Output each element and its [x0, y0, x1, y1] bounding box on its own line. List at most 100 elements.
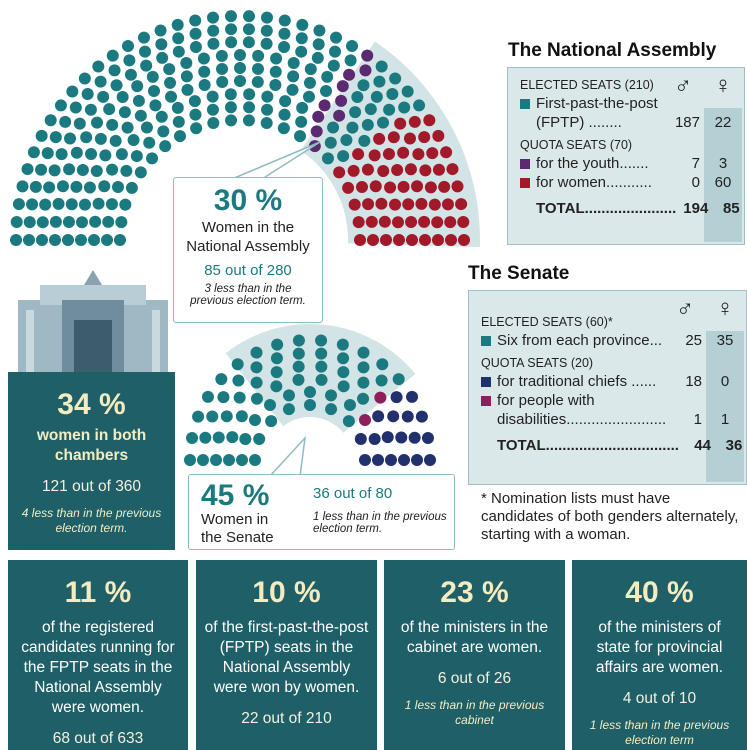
female-count: 22 [704, 113, 742, 132]
seat-dot [346, 122, 358, 134]
section-heading: ELECTED SEATS (210) [520, 78, 742, 92]
female-count: 60 [704, 173, 742, 192]
seat-dot [181, 70, 193, 82]
seat-dot [199, 79, 211, 91]
seat-dot [42, 147, 54, 159]
seat-dot [56, 148, 68, 160]
seat-dot [173, 116, 185, 128]
seat-dot [131, 150, 143, 162]
seat-dot [172, 19, 184, 31]
seat-dot [39, 199, 51, 211]
seat-dot [418, 216, 430, 228]
count: 121 out of 360 [42, 478, 141, 496]
seat-dot [236, 454, 248, 466]
seat-dot [293, 348, 305, 360]
seat-dot [234, 62, 246, 74]
seat-dot [265, 415, 277, 427]
seat-dot [354, 234, 366, 246]
seat-dot [85, 104, 97, 116]
seat-dot [164, 77, 176, 89]
seat-dot [252, 50, 264, 62]
seat-dot [109, 64, 121, 76]
female-count: 1 [706, 410, 744, 429]
assembly-title: The National Assembly [508, 40, 716, 62]
legend-swatch [520, 178, 530, 188]
stat-text: of the registered candidates running for… [16, 618, 180, 718]
seat-table: ♂ ♀ ELECTED SEATS (60)*Six from each pro… [468, 290, 747, 485]
seat-dot [79, 199, 91, 211]
seat-dot [97, 91, 109, 103]
legend-swatch [481, 377, 491, 387]
seat-dot [77, 164, 89, 176]
building-crest [84, 270, 102, 285]
seat-dot [295, 116, 307, 128]
seat-dot [189, 15, 201, 27]
seat-dot [343, 415, 355, 427]
seat-dot [62, 234, 74, 246]
total-label: TOTAL................................ [497, 436, 679, 455]
summary-text: women in both chambers [16, 426, 167, 466]
seat-dot [95, 76, 107, 88]
seat-dot [63, 216, 75, 228]
seat-dot [352, 148, 364, 160]
seat-dot [202, 391, 214, 403]
seat-dot [251, 361, 263, 373]
footnote: * Nomination lists must have candidates … [481, 490, 743, 544]
seat-dot [225, 36, 237, 48]
seat-dot [143, 137, 155, 149]
seat-dot [379, 216, 391, 228]
stat-count: 4 out of 10 [623, 690, 696, 708]
seat-dot [173, 46, 185, 58]
seat-dot [22, 163, 34, 175]
seat-dot [155, 38, 167, 50]
seat-dot [174, 130, 186, 142]
seat-dot [192, 411, 204, 423]
seat-dot [146, 152, 158, 164]
seat-dot [335, 95, 347, 107]
seat-dot [110, 135, 122, 147]
seat-dot [422, 432, 434, 444]
seat-dot [117, 91, 129, 103]
seat-dot [319, 99, 331, 111]
seat-dot [126, 182, 138, 194]
seat-dot [440, 146, 452, 158]
stat-text: of the first-past-the-post (FPTP) seats … [204, 618, 369, 698]
seat-dot [303, 91, 315, 103]
seat-dot [120, 165, 132, 177]
seat-dot [226, 431, 238, 443]
stat-box: 10 %of the first-past-the-post (FPTP) se… [196, 560, 377, 750]
stat-box: 23 %of the ministers in the cabinet are … [384, 560, 565, 750]
seat-dot [243, 36, 255, 48]
seat-dot [313, 25, 325, 37]
seat-dot [271, 339, 283, 351]
stat-box: 11 %of the registered candidates running… [8, 560, 188, 750]
seat-dot [70, 181, 82, 193]
building-door [74, 320, 112, 372]
seat-dot [271, 366, 283, 378]
seat-dot [304, 399, 316, 411]
seat-dot [139, 46, 151, 58]
row-label: First-past-the-post (FPTP) ........ [536, 94, 668, 132]
legend-swatch [481, 396, 491, 406]
seat-dot [362, 164, 374, 176]
seat-dot [206, 410, 218, 422]
seat-dot [377, 117, 389, 129]
seat-dot [70, 101, 82, 113]
seat-dot [207, 25, 219, 37]
seat-dot [101, 234, 113, 246]
seat-dot [140, 60, 152, 72]
seat-dot [389, 199, 401, 211]
seat-dot [198, 53, 210, 65]
seat-dot [325, 137, 337, 149]
seat-dot [313, 38, 325, 50]
seat-dot [446, 163, 458, 175]
seat-dot [186, 432, 198, 444]
seat-dot [24, 216, 36, 228]
seat-dot [283, 403, 295, 415]
seat-dot [74, 118, 86, 130]
seat-dot [251, 377, 263, 389]
seat-dot [367, 234, 379, 246]
seat-dot [10, 234, 22, 246]
seat-dot [131, 80, 143, 92]
seat-dot [442, 198, 454, 210]
